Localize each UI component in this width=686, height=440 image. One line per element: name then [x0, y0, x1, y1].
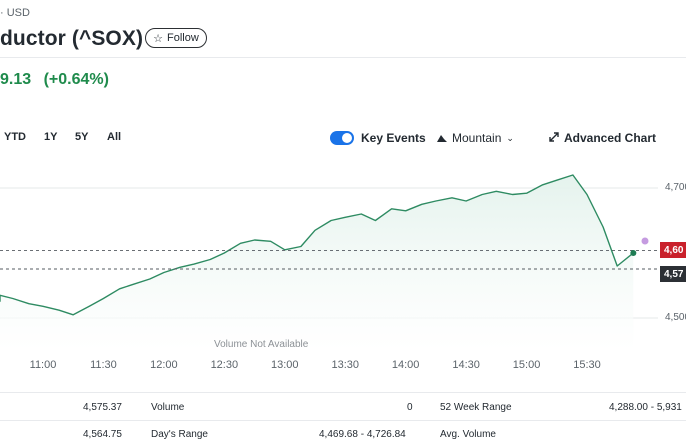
key-events-toggle[interactable] — [330, 131, 354, 145]
days-range-label: Day's Range — [151, 429, 208, 440]
chevron-down-icon: ⌄ — [506, 132, 514, 143]
volume-not-available: Volume Not Available — [214, 339, 309, 350]
x-tick-label: 15:00 — [512, 359, 541, 371]
last-price-marker — [630, 250, 637, 256]
price-change-percent: (+0.64%) — [43, 71, 109, 88]
x-tick-label: 11:30 — [90, 359, 117, 371]
star-icon: ☆ — [153, 32, 164, 45]
price-change-value: 9.13 — [0, 71, 32, 88]
header-divider — [0, 57, 686, 58]
previous-close-tag: 4,57 — [660, 266, 686, 282]
advanced-chart-label: Advanced Chart — [564, 131, 657, 145]
stats-divider — [0, 392, 686, 393]
chart-type-dropdown[interactable]: Mountain ⌄ — [437, 131, 514, 145]
price-change: 9.13 (+0.64%) — [0, 71, 117, 89]
x-tick-label: 14:30 — [452, 359, 480, 371]
advanced-chart-button[interactable]: Advanced Chart — [549, 131, 656, 145]
y-tick-label: 4,500 — [665, 312, 686, 323]
chart-type-label: Mountain — [452, 131, 502, 145]
52-week-range-value: 4,288.00 - 5,931 — [609, 402, 682, 413]
open-value: 4,564.75 — [83, 429, 122, 440]
key-events-label: Key Events — [361, 131, 426, 145]
range-5y[interactable]: 5Y — [75, 131, 89, 143]
x-tick-label: 11:00 — [29, 359, 57, 371]
x-tick-label: 12:00 — [150, 359, 178, 371]
52-week-range-label: 52 Week Range — [440, 402, 512, 413]
x-tick-label: 13:00 — [271, 359, 299, 371]
follow-button[interactable]: ☆ Follow — [145, 28, 207, 48]
volume-label: Volume — [151, 402, 185, 413]
x-tick-label: 14:00 — [391, 359, 420, 371]
price-line — [0, 174, 634, 316]
current-price-tag: 4,60 — [660, 242, 686, 259]
volume-value: 0 — [407, 402, 413, 413]
expand-icon — [549, 131, 559, 145]
range-ytd[interactable]: YTD — [4, 131, 26, 143]
stats-divider — [0, 420, 686, 421]
days-range-value: 4,469.68 - 4,726.84 — [319, 429, 406, 440]
exchange-currency: · USD — [0, 7, 30, 19]
range-1y[interactable]: 1Y — [44, 131, 58, 143]
mountain-icon — [437, 131, 447, 145]
x-tick-label: 12:30 — [210, 359, 239, 371]
previous-close-value: 4,575.37 — [83, 402, 122, 413]
price-area — [0, 175, 634, 350]
y-tick-label: 4,700 — [665, 182, 686, 193]
x-tick-label: 13:30 — [331, 359, 359, 371]
range-all[interactable]: All — [107, 131, 122, 143]
key-event-marker[interactable] — [641, 237, 649, 245]
x-tick-label: 15:30 — [573, 359, 601, 371]
avg-volume-label: Avg. Volume — [440, 429, 496, 440]
quote-title: ductor (^SOX) — [0, 27, 144, 50]
follow-label: Follow — [167, 32, 199, 44]
